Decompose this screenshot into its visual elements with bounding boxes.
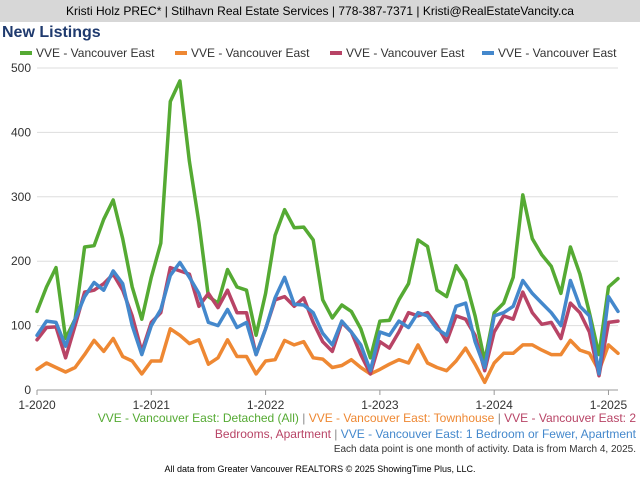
series-description-part: VVE - Vancouver East: 2: [504, 411, 636, 425]
series-line-4: [35, 260, 620, 376]
legend-label: VVE - Vancouver East: [191, 46, 310, 60]
x-tick-label: 1-2022: [247, 398, 285, 412]
legend: VVE - Vancouver East VVE - Vancouver East…: [20, 46, 617, 60]
y-tick-label: 400: [11, 125, 31, 139]
x-tick-label: 1-2023: [361, 398, 399, 412]
series-description-part: |: [494, 411, 505, 425]
series-description-part: VVE - Vancouver East: 1 Bedroom or Fewer…: [340, 427, 636, 441]
series-description-line-1: VVE - Vancouver East: Detached (All) | V…: [0, 411, 636, 426]
series-description-line-2: Bedrooms, Apartment | VVE - Vancouver Ea…: [0, 427, 636, 442]
contact-text: Kristi Holz PREC* | Stilhavn Real Estate…: [66, 4, 574, 18]
contact-bar: Kristi Holz PREC* | Stilhavn Real Estate…: [0, 0, 640, 22]
series-lines: [35, 79, 620, 385]
y-tick-label: 500: [11, 61, 31, 75]
x-tick-label: 1-2024: [475, 398, 513, 412]
series-line-1: [35, 79, 620, 363]
series-line-2: [35, 327, 620, 385]
series-description-part: |: [298, 411, 309, 425]
y-tick-label: 300: [11, 190, 31, 204]
legend-label: VVE - Vancouver East: [346, 46, 465, 60]
y-tick-label: 0: [24, 383, 31, 397]
data-note: Each data point is one month of activity…: [333, 444, 636, 455]
x-tick-label: 1-2025: [590, 398, 628, 412]
series-description-part: |: [330, 427, 341, 441]
axes: 0 100 200 300 400 500 1-2020 1-2021 1-2022 1-2023…: [11, 61, 628, 412]
y-tick-label: 200: [11, 254, 31, 268]
series-description-part: VVE - Vancouver East: Townhouse: [308, 411, 495, 425]
series-description-part: Bedrooms, Apartment: [214, 427, 331, 441]
legend-label: VVE - Vancouver East: [36, 46, 155, 60]
chart-title: New Listings: [2, 24, 101, 41]
series-description-part: VVE - Vancouver East: Detached (All): [97, 411, 299, 425]
y-tick-label: 100: [11, 319, 31, 333]
legend-label: VVE - Vancouver East: [498, 46, 617, 60]
series-line-3: [35, 265, 620, 378]
x-tick-label: 1-2021: [133, 398, 171, 412]
x-tick-label: 1-2020: [18, 398, 56, 412]
data-credit: All data from Greater Vancouver REALTORS…: [164, 464, 476, 474]
